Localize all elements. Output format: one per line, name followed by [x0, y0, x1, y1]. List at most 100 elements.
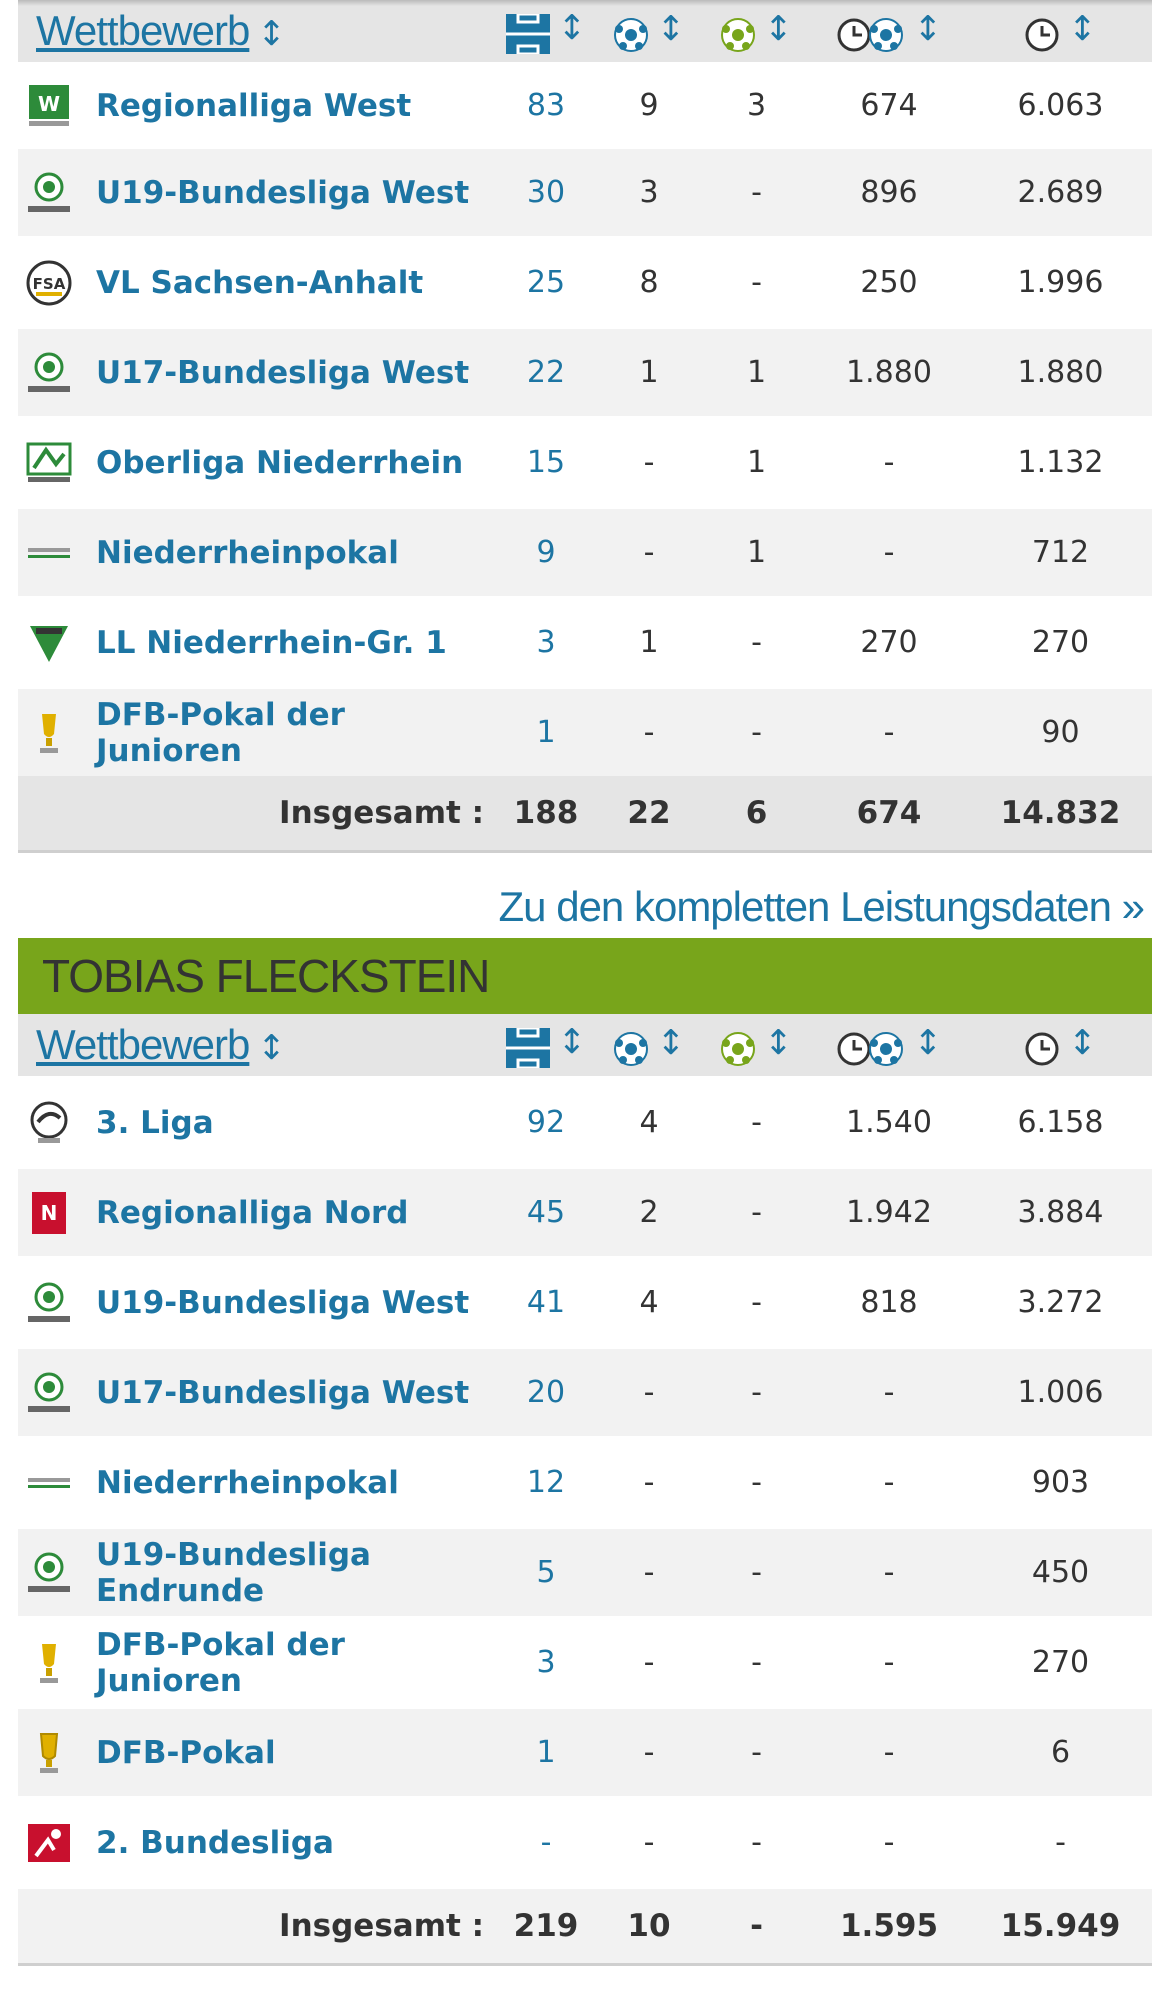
assists-header[interactable]: ↕	[704, 0, 809, 62]
dfb-junioren-logo	[28, 352, 70, 392]
competition-name[interactable]: DFB-Pokal	[88, 1709, 498, 1796]
sort-arrows-icon[interactable]: ↕	[557, 7, 587, 48]
competition-name[interactable]: U19-Bundesliga Endrunde	[88, 1529, 498, 1616]
competition-name[interactable]: DFB-Pokal der Junioren	[88, 689, 498, 776]
goals-header[interactable]: ↕	[594, 0, 704, 62]
goals-header[interactable]: ↕	[594, 1014, 704, 1076]
sort-arrows-icon[interactable]: ↕	[764, 1022, 793, 1063]
minutes-header[interactable]: ↕	[969, 1014, 1152, 1076]
dfb-pokal-junioren-logo	[40, 713, 58, 753]
minutes-header[interactable]: ↕	[969, 0, 1152, 62]
sort-arrows-icon[interactable]: ↕	[1068, 8, 1097, 49]
competition-logo[interactable]	[18, 1616, 88, 1709]
competition-header[interactable]: Wettbewerb ↕	[18, 1014, 498, 1076]
sort-arrows-icon[interactable]: ↕	[764, 8, 793, 49]
competition-name[interactable]: Niederrheinpokal	[88, 509, 498, 596]
assists-header[interactable]: ↕	[704, 1014, 809, 1076]
competition-name[interactable]: Niederrheinpokal	[96, 1464, 399, 1501]
competition-logo[interactable]	[18, 1709, 88, 1796]
minutes-per-goal-value: 270	[860, 625, 918, 660]
competition-name[interactable]: U19-Bundesliga West	[96, 1284, 470, 1321]
sort-arrows-icon[interactable]: ↕	[656, 8, 686, 49]
minutes-per-goal-value: -	[883, 1645, 895, 1680]
total-appearances: 188	[498, 776, 594, 853]
appearances-header[interactable]: ↕	[498, 0, 594, 62]
appearances-value[interactable]: 12	[526, 1465, 566, 1500]
appearances-value[interactable]: 92	[526, 1105, 566, 1140]
more-link-container: Zu den kompletten Leistungsdaten »	[0, 853, 1170, 938]
sort-arrows-icon[interactable]: ↕	[913, 8, 943, 49]
competition-name[interactable]: Oberliga Niederrhein	[96, 444, 464, 481]
competition-name[interactable]: Regionalliga Nord	[88, 1169, 498, 1256]
appearances-value[interactable]: 22	[498, 329, 594, 416]
appearances-value[interactable]: 1	[498, 1709, 594, 1796]
competition-logo[interactable]: W	[18, 62, 88, 149]
appearances-value[interactable]: 1	[498, 689, 594, 776]
competition-logo[interactable]	[18, 1529, 88, 1616]
competition-logo[interactable]	[18, 1349, 88, 1436]
appearances-value[interactable]: 15	[526, 445, 566, 480]
minutes-per-goal-header[interactable]: ↕	[809, 1014, 969, 1076]
sort-arrows-icon[interactable]: ↕	[656, 1022, 686, 1063]
competition-logo[interactable]	[18, 596, 88, 689]
appearances-value[interactable]: 41	[526, 1285, 566, 1320]
full-stats-link[interactable]: Zu den kompletten Leistungsdaten »	[498, 883, 1145, 930]
appearances-value[interactable]: 3	[536, 1645, 556, 1680]
competition-name[interactable]: 2. Bundesliga	[96, 1824, 334, 1861]
competition-name[interactable]: Regionalliga West	[96, 87, 412, 124]
sort-arrows-icon[interactable]: ↕	[257, 1028, 286, 1068]
sort-arrows-icon[interactable]: ↕	[257, 14, 286, 54]
table-row: U19-Bundesliga West 30 3 - 896 2.689	[18, 149, 1152, 236]
appearances-value[interactable]: 9	[498, 509, 594, 596]
minutes-per-goal-value: -	[883, 1825, 895, 1860]
competition-name[interactable]: 3. Liga	[96, 1104, 214, 1141]
total-label: Insgesamt :	[18, 776, 498, 853]
appearances-value[interactable]: 83	[526, 88, 566, 123]
minutes-value: 3.884	[969, 1169, 1152, 1256]
competition-logo[interactable]	[18, 1256, 88, 1349]
goals-value: 4	[639, 1105, 659, 1140]
competition-logo[interactable]	[18, 509, 88, 596]
appearances-value[interactable]: 5	[498, 1529, 594, 1616]
competition-name[interactable]: U19-Bundesliga West	[88, 149, 498, 236]
sort-arrows-icon[interactable]: ↕	[1068, 1022, 1097, 1063]
competition-name[interactable]: U17-Bundesliga West	[88, 1349, 498, 1436]
minutes-per-goal-header[interactable]: ↕	[809, 0, 969, 62]
competition-name[interactable]: DFB-Pokal der Junioren	[96, 1626, 345, 1699]
competition-logo[interactable]	[18, 149, 88, 236]
appearances-header[interactable]: ↕	[498, 1014, 594, 1076]
sort-arrows-icon[interactable]: ↕	[557, 1021, 587, 1062]
goals-value: -	[643, 1645, 655, 1680]
appearances-value[interactable]: 25	[526, 265, 566, 300]
competition-name[interactable]: LL Niederrhein-Gr. 1	[96, 624, 447, 661]
appearances-value[interactable]: 20	[498, 1349, 594, 1436]
total-assists: -	[704, 1889, 809, 1966]
appearances-pitch-icon	[505, 1028, 550, 1069]
competition-logo[interactable]: FSA	[18, 236, 88, 329]
assists-value: -	[751, 1645, 762, 1680]
sort-arrows-icon[interactable]: ↕	[913, 1022, 943, 1063]
table-row: U19-Bundesliga West 41 4 - 818 3.272	[18, 1256, 1152, 1349]
table-row: U17-Bundesliga West 22 1 1 1.880 1.880	[18, 329, 1152, 416]
competition-logo[interactable]: N	[18, 1169, 88, 1256]
competition-sort-link[interactable]: Wettbewerb	[36, 7, 250, 54]
competition-logo[interactable]	[18, 329, 88, 416]
competition-logo[interactable]	[18, 1076, 88, 1169]
competition-logo[interactable]	[18, 1436, 88, 1529]
competition-header[interactable]: Wettbewerb ↕	[18, 0, 498, 62]
competition-name[interactable]: U17-Bundesliga West	[88, 329, 498, 416]
competition-sort-link[interactable]: Wettbewerb	[36, 1021, 250, 1068]
competition-name[interactable]: VL Sachsen-Anhalt	[96, 264, 424, 301]
appearances-value[interactable]: 3	[536, 625, 556, 660]
oberliga-niederrhein-logo	[26, 442, 72, 482]
minutes-per-goal-icon	[837, 18, 903, 53]
appearances-value[interactable]: -	[540, 1825, 552, 1860]
competition-logo[interactable]	[18, 416, 88, 509]
appearances-value[interactable]: 30	[498, 149, 594, 236]
competition-logo[interactable]	[18, 689, 88, 776]
player-name-title: TOBIAS FLECKSTEIN	[42, 950, 490, 1002]
minutes-clock-icon	[1025, 1032, 1059, 1066]
competition-logo[interactable]	[18, 1796, 88, 1889]
appearances-value[interactable]: 45	[498, 1169, 594, 1256]
minutes-per-goal-value: -	[809, 509, 969, 596]
